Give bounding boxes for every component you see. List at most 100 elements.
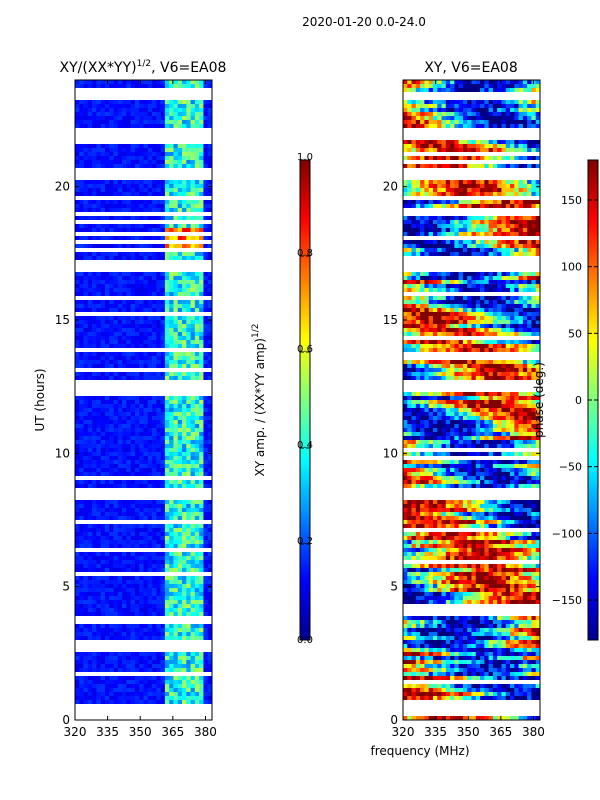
- heatmap-cell: [113, 188, 119, 193]
- heatmap-cell: [87, 588, 93, 593]
- heatmap-cell: [522, 216, 528, 221]
- heatmap-cell: [87, 396, 93, 401]
- heatmap-cell: [130, 668, 136, 673]
- heatmap-cell: [173, 400, 179, 405]
- heatmap-cell: [403, 288, 408, 293]
- heatmap-cell: [514, 148, 519, 153]
- heatmap-cell: [407, 112, 412, 117]
- heatmap-cell: [139, 524, 144, 529]
- heatmap-cell: [164, 440, 170, 445]
- heatmap-cell: [173, 424, 179, 429]
- heatmap-cell: [156, 188, 161, 193]
- heatmap-cell: [458, 108, 464, 113]
- heatmap-cell: [96, 596, 101, 601]
- heatmap-cell: [92, 328, 97, 333]
- heatmap-cell: [407, 200, 412, 205]
- heatmap-cell: [109, 468, 114, 473]
- heatmap-cell: [117, 204, 123, 209]
- heatmap-cell: [169, 580, 174, 585]
- heatmap-cell: [173, 580, 179, 585]
- heatmap-cell: [122, 556, 127, 561]
- heatmap-cell: [480, 124, 485, 129]
- heatmap-cell: [156, 352, 161, 357]
- heatmap-cell: [190, 244, 196, 249]
- heatmap-cell: [96, 204, 101, 209]
- heatmap-cell: [484, 276, 489, 281]
- heatmap-cell: [432, 88, 438, 93]
- heatmap-cell: [109, 460, 114, 465]
- heatmap-cell: [130, 448, 136, 453]
- heatmap-cell: [83, 568, 89, 573]
- heatmap-cell: [501, 116, 507, 121]
- heatmap-cell: [428, 248, 434, 253]
- heatmap-cell: [186, 188, 191, 193]
- heatmap-cell: [87, 416, 93, 421]
- heatmap-cell: [194, 580, 200, 585]
- heatmap-cell: [113, 320, 119, 325]
- heatmap-cell: [190, 100, 196, 105]
- heatmap-cell: [467, 284, 472, 289]
- heatmap-cell: [152, 372, 157, 377]
- heatmap-cell: [450, 104, 455, 109]
- heatmap-cell: [160, 164, 166, 169]
- heatmap-cell: [531, 244, 537, 249]
- heatmap-cell: [130, 636, 136, 641]
- heatmap-cell: [164, 456, 170, 461]
- heatmap-cell: [492, 288, 498, 293]
- heatmap-cell: [96, 144, 101, 149]
- heatmap-cell: [203, 180, 209, 185]
- heatmap-cell: [169, 440, 174, 445]
- heatmap-cell: [130, 508, 136, 513]
- heatmap-cell: [83, 216, 89, 221]
- heatmap-cell: [190, 184, 196, 189]
- heatmap-cell: [182, 608, 187, 613]
- heatmap-cell: [454, 284, 459, 289]
- heatmap-cell: [203, 104, 209, 109]
- heatmap-cell: [92, 612, 97, 617]
- heatmap-cell: [96, 288, 101, 293]
- heatmap-cell: [100, 440, 106, 445]
- heatmap-cell: [203, 552, 209, 557]
- heatmap-cell: [126, 656, 131, 661]
- heatmap-cell: [190, 272, 196, 277]
- heatmap-cell: [462, 200, 468, 205]
- heatmap-cell: [122, 148, 127, 153]
- heatmap-cell: [207, 680, 212, 685]
- heatmap-cell: [126, 124, 131, 129]
- heatmap-cell: [96, 108, 101, 113]
- heatmap-cell: [83, 204, 89, 209]
- heatmap-cell: [147, 252, 153, 257]
- heatmap-cell: [100, 80, 106, 85]
- heatmap-cell: [169, 276, 174, 281]
- heatmap-cell: [420, 108, 425, 113]
- heatmap-cell: [126, 664, 131, 669]
- heatmap-cell: [100, 580, 106, 585]
- heatmap-cell: [96, 560, 101, 565]
- heatmap-cell: [169, 376, 174, 381]
- heatmap-cell: [424, 180, 429, 185]
- heatmap-cell: [199, 652, 204, 657]
- heatmap-cell: [194, 460, 200, 465]
- heatmap-cell: [492, 200, 498, 205]
- heatmap-cell: [87, 352, 93, 357]
- heatmap-cell: [164, 484, 170, 489]
- heatmap-cell: [454, 100, 459, 105]
- heatmap-cell: [177, 424, 183, 429]
- heatmap-cell: [190, 556, 196, 561]
- heatmap-cell: [186, 288, 191, 293]
- heatmap-cell: [522, 184, 528, 189]
- heatmap-cell: [169, 224, 174, 229]
- heatmap-cell: [173, 192, 179, 197]
- heatmap-cell: [535, 80, 540, 85]
- heatmap-cell: [122, 152, 127, 157]
- heatmap-cell: [497, 204, 502, 209]
- heatmap-cell: [104, 316, 110, 321]
- heatmap-cell: [104, 144, 110, 149]
- heatmap-cell: [514, 112, 519, 117]
- heatmap-cell: [75, 300, 80, 305]
- heatmap-cell: [156, 680, 161, 685]
- heatmap-cell: [139, 696, 144, 701]
- heatmap-cell: [441, 148, 447, 153]
- heatmap-cell: [139, 332, 144, 337]
- heatmap-cell: [79, 596, 84, 601]
